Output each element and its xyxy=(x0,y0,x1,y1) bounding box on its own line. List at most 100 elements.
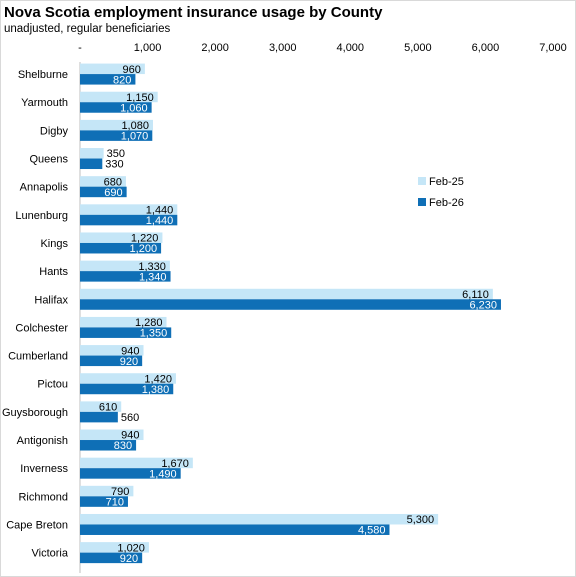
bar-feb-25 xyxy=(80,288,493,300)
data-label: 330 xyxy=(105,159,123,171)
category-label: Antigonish xyxy=(17,435,68,447)
data-label: 1,060 xyxy=(120,102,148,114)
data-label: 1,070 xyxy=(121,131,149,143)
bar-feb-26 xyxy=(80,74,136,85)
data-label: 1,440 xyxy=(146,205,174,217)
bar-feb-26 xyxy=(80,383,174,395)
bar-feb-25 xyxy=(80,232,163,243)
data-label: 6,230 xyxy=(469,299,497,311)
bar-feb-25 xyxy=(80,457,193,469)
bar-feb-25 xyxy=(80,401,122,412)
data-label: 830 xyxy=(114,440,132,452)
bar-feb-25 xyxy=(80,63,145,75)
data-label: 710 xyxy=(106,497,124,509)
chart-subtitle: unadjusted, regular beneficiaries xyxy=(4,23,171,35)
x-tick-label: 7,000 xyxy=(539,42,567,54)
data-label: 350 xyxy=(107,148,125,160)
x-tick-label: 6,000 xyxy=(472,42,500,54)
bar-feb-26 xyxy=(80,299,501,310)
bar-feb-26 xyxy=(80,271,171,282)
legend-label: Feb-26 xyxy=(429,197,464,209)
data-label: 4,580 xyxy=(358,525,386,537)
category-label: Cape Breton xyxy=(6,519,68,531)
data-label: 920 xyxy=(120,356,138,368)
data-label: 1,350 xyxy=(140,328,168,340)
data-label: 940 xyxy=(121,345,139,357)
x-tick-label: 3,000 xyxy=(269,42,297,54)
data-label: 820 xyxy=(113,74,131,86)
bar-feb-26 xyxy=(80,158,103,170)
bar-feb-25 xyxy=(80,204,178,215)
data-label: 560 xyxy=(121,412,139,424)
category-label: Pictou xyxy=(37,379,68,391)
bar-feb-25 xyxy=(80,148,104,159)
bar-feb-26 xyxy=(80,242,162,254)
data-label: 1,670 xyxy=(161,458,189,470)
data-label: 5,300 xyxy=(407,514,435,526)
bar-feb-26 xyxy=(80,552,143,564)
data-label: 920 xyxy=(120,553,138,565)
category-label: Cumberland xyxy=(8,351,68,363)
data-label: 940 xyxy=(121,430,139,442)
data-label: 6,110 xyxy=(462,289,489,301)
category-label: Colchester xyxy=(15,322,68,334)
x-tick-label: 2,000 xyxy=(201,42,229,54)
category-label: Halifax xyxy=(34,294,68,306)
bar-feb-25 xyxy=(80,119,153,131)
data-label: 1,330 xyxy=(138,261,166,273)
x-tick-label: 4,000 xyxy=(337,42,365,54)
bar-feb-26 xyxy=(80,130,153,141)
data-label: 690 xyxy=(104,187,122,199)
chart-title: Nova Scotia employment insurance usage b… xyxy=(4,4,383,21)
data-label: 1,080 xyxy=(121,120,149,132)
bar-feb-26 xyxy=(80,524,390,535)
legend-swatch xyxy=(418,177,426,185)
bar-feb-25 xyxy=(80,176,126,187)
bar-feb-25 xyxy=(80,542,149,553)
x-tick-label: - xyxy=(78,42,82,54)
data-label: 1,280 xyxy=(135,317,163,329)
data-label: 1,220 xyxy=(131,233,159,245)
category-label: Richmond xyxy=(18,491,68,503)
bar-feb-25 xyxy=(80,345,144,356)
bar-feb-26 xyxy=(80,102,152,113)
bar-feb-26 xyxy=(80,214,178,226)
bar-feb-26 xyxy=(80,411,118,423)
data-label: 1,420 xyxy=(144,373,172,385)
data-label: 1,380 xyxy=(142,384,170,396)
x-tick-label: 5,000 xyxy=(404,42,432,54)
bar-feb-25 xyxy=(80,513,439,525)
data-label: 1,490 xyxy=(149,468,177,480)
bar-feb-26 xyxy=(80,186,127,198)
legend-label: Feb-25 xyxy=(429,176,464,188)
category-label: Lunenburg xyxy=(15,210,68,222)
data-label: 1,440 xyxy=(146,215,174,227)
bar-feb-25 xyxy=(80,260,170,272)
legend-swatch xyxy=(418,198,426,206)
data-label: 610 xyxy=(99,402,117,414)
bar-feb-25 xyxy=(80,429,144,441)
data-label: 1,200 xyxy=(130,243,158,255)
bar-feb-25 xyxy=(80,316,167,328)
category-label: Hants xyxy=(39,266,68,278)
data-label: 1,150 xyxy=(126,92,154,104)
x-tick-label: 1,000 xyxy=(134,42,162,54)
data-label: 680 xyxy=(104,176,122,188)
data-label: 1,340 xyxy=(139,271,167,283)
category-label: Victoria xyxy=(32,548,69,560)
bar-feb-25 xyxy=(80,91,158,103)
category-label: Yarmouth xyxy=(21,97,68,109)
bar-feb-26 xyxy=(80,496,128,507)
bar-feb-26 xyxy=(80,355,143,367)
data-label: 1,020 xyxy=(117,542,145,554)
category-label: Guysborough xyxy=(2,407,68,419)
bar-feb-25 xyxy=(80,485,134,497)
bar-feb-25 xyxy=(80,373,176,384)
data-label: 960 xyxy=(123,64,141,76)
bar-feb-26 xyxy=(80,440,137,451)
bar-feb-26 xyxy=(80,468,181,479)
category-label: Inverness xyxy=(20,463,68,475)
bar-feb-26 xyxy=(80,327,172,338)
data-label: 790 xyxy=(111,486,129,498)
